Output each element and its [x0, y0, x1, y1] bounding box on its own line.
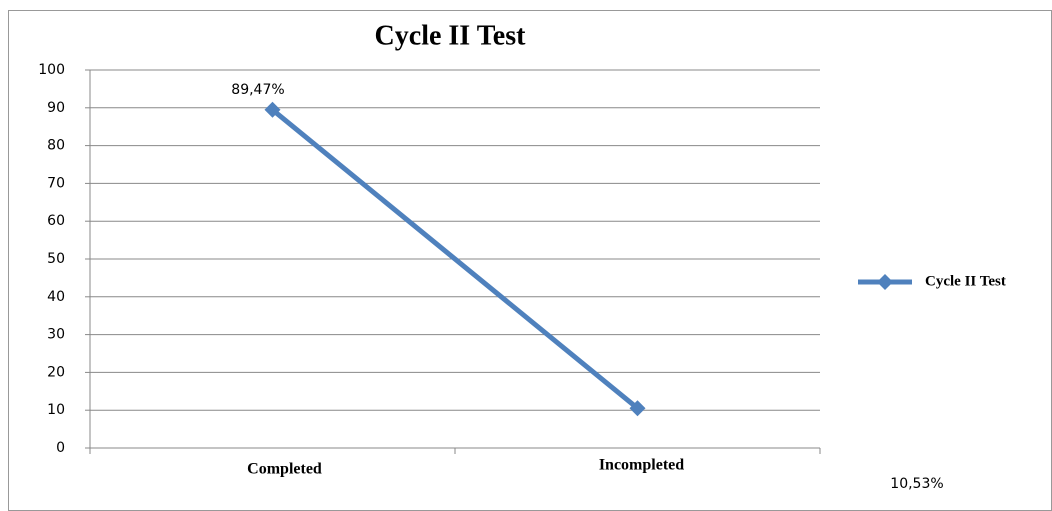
y-tick-label: 20 — [47, 364, 65, 380]
chart-title: Cycle II Test — [375, 20, 527, 51]
data-label: 89,47% — [231, 82, 284, 98]
y-tick-label: 100 — [38, 62, 65, 78]
y-tick-label: 0 — [56, 440, 65, 456]
y-tick-label: 60 — [47, 213, 65, 229]
chart-border — [8, 10, 1052, 511]
y-tick-label: 50 — [47, 251, 65, 267]
x-tick-label: Incompleted — [599, 457, 684, 474]
y-tick-label: 10 — [47, 402, 65, 418]
y-tick-label: 40 — [47, 289, 65, 305]
y-tick-label: 70 — [47, 175, 65, 191]
y-tick-label: 30 — [47, 327, 65, 343]
legend-label: Cycle II Test — [925, 273, 1006, 289]
y-tick-label: 80 — [47, 138, 65, 154]
point-marker — [629, 400, 646, 417]
y-tick-label: 90 — [47, 100, 65, 116]
data-label: 10,53% — [890, 476, 943, 492]
x-tick-label: Completed — [247, 461, 322, 478]
point-marker — [264, 101, 281, 118]
series-line — [270, 107, 640, 411]
legend-marker — [877, 274, 893, 290]
